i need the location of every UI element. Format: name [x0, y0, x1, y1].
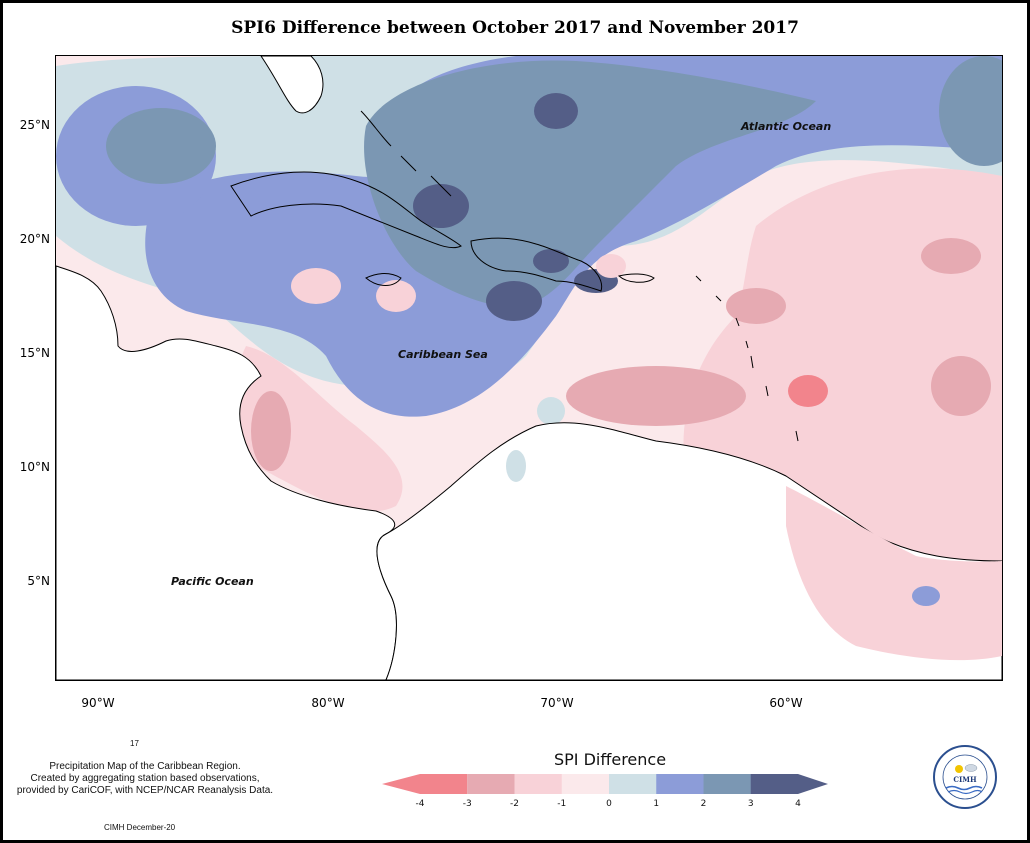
legend-tick-label: 2	[700, 799, 707, 809]
legend-cell	[514, 774, 563, 794]
islands	[230, 110, 799, 442]
y-label-20n: 20°N	[19, 232, 50, 246]
legend-cell	[382, 774, 468, 794]
legend-title: SPI Difference	[553, 750, 667, 769]
sa-field	[506, 450, 1002, 661]
y-label-15n: 15°N	[19, 346, 50, 360]
legend-cell	[467, 774, 515, 794]
note-line-1: Precipitation Map of the Caribbean Regio…	[49, 761, 241, 772]
zone-navy	[413, 93, 618, 321]
legend-tick-label: 4	[795, 799, 801, 809]
legend-cell	[561, 774, 610, 794]
y-label-10n: 10°N	[19, 460, 50, 474]
atlantic-ocean-label: Atlantic Ocean	[741, 120, 832, 133]
x-label-60w: 60°W	[769, 696, 803, 710]
legend-cell	[703, 774, 752, 794]
legend-tick-label: -3	[462, 799, 472, 809]
zone-red	[788, 375, 828, 407]
legend-cell	[656, 774, 704, 794]
legend-colorbar	[382, 774, 828, 794]
credit-note: CIMH December-20	[104, 823, 176, 832]
legend-tick-label: 0	[606, 799, 612, 809]
y-label-25n: 25°N	[19, 118, 50, 132]
cimh-logo: CIMH	[933, 745, 997, 809]
legend-cell	[750, 774, 828, 794]
legend-tick-label: -1	[557, 799, 567, 809]
x-label-80w: 80°W	[311, 696, 345, 710]
spi-map	[56, 56, 1002, 680]
x-label-70w: 70°W	[540, 696, 574, 710]
x-label-90w: 90°W	[81, 696, 115, 710]
note-line-3: provided by CariCOF, with NCEP/NCAR Rean…	[16, 785, 274, 796]
legend-tick-label: -2	[510, 799, 519, 809]
note-line-2: Created by aggregating station based obs…	[30, 773, 260, 784]
legend-tick-label: -4	[415, 799, 425, 809]
stray-note: 17	[130, 739, 139, 748]
wave-icon	[945, 785, 983, 791]
map-title: SPI6 Difference between October 2017 and…	[231, 18, 799, 38]
logo-text: CIMH	[953, 775, 977, 784]
legend-tick-label: 1	[653, 799, 660, 809]
legend-cell	[609, 774, 657, 794]
map-area: Atlantic Ocean Caribbean Sea Pacific Oce…	[55, 55, 1003, 681]
sun-icon	[955, 765, 963, 773]
legend-tick-label: 3	[747, 799, 754, 809]
caribbean-sea-label: Caribbean Sea	[398, 348, 488, 361]
cloud-icon	[964, 764, 978, 772]
note-block: Precipitation Map of the Caribbean Regio…	[5, 761, 285, 797]
zone-steel-blue	[106, 56, 1002, 307]
pacific-ocean-label: Pacific Ocean	[171, 575, 254, 588]
y-label-5n: 5°N	[27, 574, 50, 588]
